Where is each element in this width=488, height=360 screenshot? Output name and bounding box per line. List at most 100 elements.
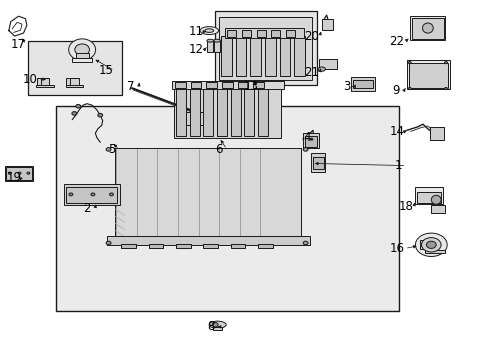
Bar [425, 250, 444, 253]
Ellipse shape [8, 172, 11, 174]
Bar [310, 153, 325, 172]
Bar [414, 187, 442, 204]
Ellipse shape [303, 148, 307, 151]
Bar [65, 85, 83, 87]
Bar [253, 82, 264, 88]
Ellipse shape [426, 241, 435, 248]
Bar [318, 59, 337, 69]
Bar [419, 240, 425, 249]
Bar [66, 187, 117, 203]
Bar [303, 133, 318, 148]
Ellipse shape [415, 233, 446, 256]
Ellipse shape [213, 39, 220, 42]
Bar [406, 60, 449, 89]
Text: 19: 19 [6, 171, 21, 184]
Bar [56, 106, 398, 311]
Text: 14: 14 [389, 125, 404, 138]
Bar [350, 77, 374, 91]
Bar [36, 85, 54, 87]
Bar [173, 86, 281, 138]
Bar [409, 16, 444, 40]
Bar [214, 41, 220, 52]
Bar [185, 112, 212, 125]
Text: 9: 9 [391, 84, 399, 97]
Bar [264, 36, 275, 76]
Ellipse shape [212, 323, 218, 327]
Text: 15: 15 [99, 64, 114, 77]
Ellipse shape [106, 241, 111, 245]
Bar [430, 205, 444, 213]
Bar [429, 127, 443, 140]
Bar [221, 36, 231, 76]
Text: 1: 1 [394, 159, 402, 172]
Bar [279, 36, 290, 76]
Bar [6, 167, 32, 180]
Bar [256, 30, 265, 37]
Ellipse shape [200, 27, 218, 35]
Bar [41, 78, 49, 86]
Ellipse shape [72, 112, 77, 115]
Text: 5: 5 [107, 143, 115, 156]
Ellipse shape [206, 39, 213, 42]
Bar [203, 244, 218, 248]
Text: 2: 2 [83, 202, 91, 215]
Bar [176, 244, 190, 248]
Ellipse shape [91, 193, 95, 196]
Ellipse shape [68, 39, 96, 60]
Bar [235, 36, 246, 76]
Text: 13: 13 [243, 80, 258, 93]
Bar [237, 82, 248, 88]
Ellipse shape [209, 321, 225, 328]
Bar [121, 244, 136, 248]
Ellipse shape [444, 62, 447, 64]
Bar [190, 82, 201, 88]
Ellipse shape [407, 87, 410, 90]
Bar [408, 63, 447, 88]
Bar [207, 41, 213, 52]
Bar [230, 244, 245, 248]
Bar [172, 81, 283, 89]
Ellipse shape [75, 44, 89, 55]
Ellipse shape [18, 172, 21, 174]
Text: 10: 10 [23, 73, 38, 86]
Ellipse shape [422, 23, 432, 33]
Bar [312, 157, 323, 169]
Ellipse shape [430, 195, 440, 204]
Bar [416, 192, 440, 203]
Bar [227, 30, 236, 37]
Text: 18: 18 [398, 201, 412, 213]
Ellipse shape [76, 104, 81, 108]
Bar [5, 166, 33, 181]
Text: 7: 7 [127, 80, 135, 93]
Text: 4: 4 [303, 131, 310, 144]
Bar [63, 184, 120, 205]
Ellipse shape [69, 193, 73, 196]
Bar [230, 89, 240, 136]
Bar [222, 82, 232, 88]
Bar [258, 244, 272, 248]
Bar [352, 80, 372, 88]
Text: 22: 22 [389, 35, 404, 48]
Bar [115, 148, 300, 238]
Bar [203, 89, 213, 136]
Text: 6: 6 [215, 143, 223, 156]
Ellipse shape [109, 193, 113, 196]
Text: 11: 11 [189, 25, 203, 38]
Bar [72, 58, 92, 62]
Bar [285, 30, 294, 37]
Text: 3: 3 [343, 80, 350, 93]
Ellipse shape [303, 241, 307, 245]
Bar [76, 53, 89, 58]
Ellipse shape [407, 62, 410, 64]
Ellipse shape [444, 87, 447, 90]
Text: 16: 16 [389, 242, 404, 255]
Bar [219, 17, 311, 80]
Text: 12: 12 [189, 43, 203, 56]
Ellipse shape [421, 238, 440, 252]
Bar [305, 136, 316, 147]
Ellipse shape [204, 29, 213, 32]
Text: 17: 17 [11, 38, 26, 51]
Bar [258, 89, 267, 136]
Bar [294, 36, 305, 76]
Bar [37, 78, 45, 86]
